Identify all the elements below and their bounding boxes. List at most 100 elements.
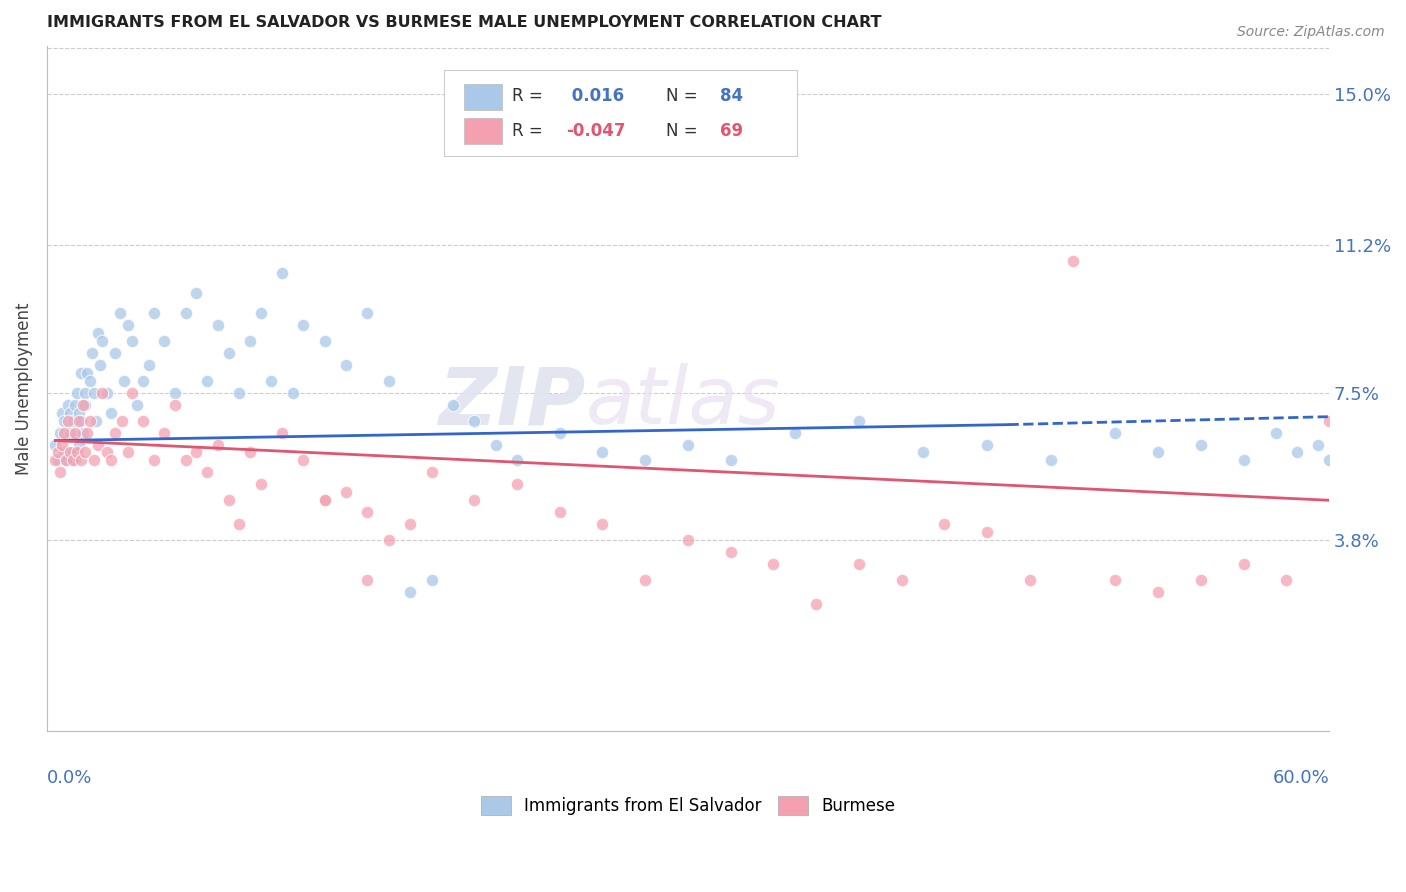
Point	[112, 374, 135, 388]
Point	[91, 385, 114, 400]
Point	[51, 437, 73, 451]
Point	[63, 398, 86, 412]
Point	[117, 318, 139, 332]
Point	[634, 453, 657, 467]
Text: atlas: atlas	[585, 364, 780, 442]
Point	[1040, 453, 1063, 467]
Point	[62, 414, 84, 428]
Text: ZIP: ZIP	[439, 364, 585, 442]
Point	[89, 358, 111, 372]
Point	[292, 453, 315, 467]
Point	[890, 573, 912, 587]
Point	[762, 557, 785, 571]
Text: 60.0%: 60.0%	[1272, 769, 1329, 787]
Point	[1062, 254, 1084, 268]
Point	[1104, 573, 1126, 587]
Point	[228, 385, 250, 400]
Point	[314, 334, 336, 348]
Point	[44, 453, 66, 467]
Point	[1317, 414, 1340, 428]
Point	[676, 533, 699, 547]
Y-axis label: Male Unemployment: Male Unemployment	[15, 302, 32, 475]
Point	[55, 453, 77, 467]
Point	[59, 406, 82, 420]
Point	[72, 425, 94, 440]
Text: Source: ZipAtlas.com: Source: ZipAtlas.com	[1237, 25, 1385, 39]
Point	[75, 385, 97, 400]
Point	[75, 445, 97, 459]
Point	[80, 346, 103, 360]
Point	[195, 374, 218, 388]
Point	[1189, 437, 1212, 451]
Point	[66, 385, 89, 400]
Point	[174, 306, 197, 320]
Point	[260, 374, 283, 388]
Point	[848, 414, 870, 428]
Point	[142, 306, 165, 320]
Point	[111, 414, 134, 428]
Point	[58, 414, 80, 428]
Point	[441, 398, 464, 412]
Point	[62, 453, 84, 467]
Point	[207, 437, 229, 451]
FancyBboxPatch shape	[444, 70, 797, 156]
Point	[153, 334, 176, 348]
Point	[378, 533, 401, 547]
Point	[228, 517, 250, 532]
Point	[281, 385, 304, 400]
Point	[239, 334, 262, 348]
Point	[48, 425, 70, 440]
Point	[1104, 425, 1126, 440]
Point	[1147, 584, 1170, 599]
Point	[153, 425, 176, 440]
Point	[48, 466, 70, 480]
Point	[1018, 573, 1040, 587]
Point	[186, 445, 208, 459]
Point	[132, 374, 155, 388]
Point	[506, 453, 529, 467]
Point	[976, 437, 998, 451]
Point	[138, 358, 160, 372]
Point	[76, 425, 98, 440]
Point	[720, 545, 742, 559]
Point	[67, 437, 90, 451]
Point	[79, 414, 101, 428]
Point	[1308, 437, 1330, 451]
Point	[70, 414, 93, 428]
Point	[548, 425, 571, 440]
Point	[1285, 445, 1308, 459]
Point	[51, 406, 73, 420]
Point	[195, 466, 218, 480]
Point	[100, 406, 122, 420]
Point	[1232, 557, 1254, 571]
Point	[66, 445, 89, 459]
Point	[485, 437, 508, 451]
Point	[634, 573, 657, 587]
Point	[91, 334, 114, 348]
Point	[314, 493, 336, 508]
Point	[1189, 573, 1212, 587]
Point	[174, 453, 197, 467]
Text: R =: R =	[512, 87, 548, 105]
Point	[1275, 573, 1298, 587]
FancyBboxPatch shape	[464, 119, 502, 145]
Point	[720, 453, 742, 467]
Text: N =: N =	[666, 121, 703, 139]
Point	[63, 453, 86, 467]
Point	[84, 414, 107, 428]
Point	[96, 445, 118, 459]
Point	[1147, 445, 1170, 459]
Point	[58, 429, 80, 443]
Point	[934, 517, 956, 532]
Point	[1317, 453, 1340, 467]
Text: 0.0%: 0.0%	[46, 769, 93, 787]
Point	[125, 398, 148, 412]
Point	[399, 584, 422, 599]
Text: 69: 69	[720, 121, 744, 139]
Point	[104, 425, 127, 440]
Text: IMMIGRANTS FROM EL SALVADOR VS BURMESE MALE UNEMPLOYMENT CORRELATION CHART: IMMIGRANTS FROM EL SALVADOR VS BURMESE M…	[46, 15, 882, 30]
Point	[75, 398, 97, 412]
Point	[46, 445, 69, 459]
Point	[67, 414, 90, 428]
Point	[121, 334, 143, 348]
